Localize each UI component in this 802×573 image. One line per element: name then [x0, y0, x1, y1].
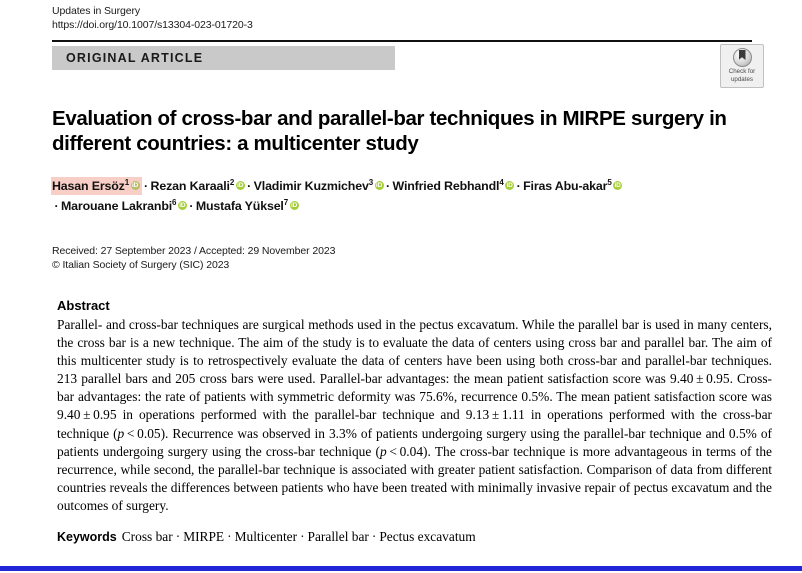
abstract-text-run: < 0.04). The cross-bar technique is more… [57, 443, 773, 513]
orcid-icon[interactable] [177, 201, 187, 210]
abstract-heading: Abstract [57, 298, 110, 313]
keyword-item[interactable]: Pectus excavatum [379, 529, 476, 544]
keyword-item[interactable]: MIRPE [183, 529, 225, 544]
author-name: Hasan Ersöz [52, 179, 125, 193]
orcid-icon[interactable] [130, 181, 140, 190]
abstract-text-run: Parallel- and cross-bar techniques are s… [57, 317, 772, 441]
author-name: Mustafa Yüksel [195, 199, 284, 213]
author-6[interactable]: Marouane Lakranbi6 [60, 197, 187, 213]
author-name: Winfried Rebhandl [392, 179, 500, 193]
author-name: Vladimir Kuzmichev [253, 179, 369, 193]
orcid-icon[interactable] [289, 201, 299, 210]
keyword-separator: · [300, 529, 305, 544]
bookmark-circle-icon [732, 48, 752, 67]
author-3[interactable]: Vladimir Kuzmichev3 [253, 177, 384, 193]
check-for-updates-badge[interactable]: Check for updates [720, 44, 764, 88]
author-name: Rezan Karaali [150, 179, 230, 193]
keyword-item[interactable]: Multicenter [234, 529, 298, 544]
abstract-body: Parallel- and cross-bar techniques are s… [57, 316, 772, 515]
journal-header: Updates in Surgery https://doi.org/10.10… [52, 4, 253, 32]
author-separator: · [386, 179, 391, 193]
received-accepted-line: Received: 27 September 2023 / Accepted: … [52, 245, 336, 257]
publication-dates: Received: 27 September 2023 / Accepted: … [52, 244, 335, 272]
abstract-text-run: p [117, 425, 125, 441]
author-affiliation-marker: 3 [368, 177, 374, 187]
bottom-accent-bar [0, 566, 802, 571]
author-affiliation-marker: 5 [607, 177, 612, 187]
keyword-item[interactable]: Parallel bar [307, 529, 369, 544]
keyword-separator: · [227, 529, 232, 544]
author-affiliation-marker: 2 [229, 177, 235, 187]
author-affiliation-marker: 7 [283, 197, 289, 207]
abstract-text-run: p [380, 443, 387, 459]
orcid-icon[interactable] [235, 181, 245, 190]
author-1[interactable]: Hasan Ersöz1 [51, 177, 142, 195]
abstract-text-run: < 0.05). Recurrence was observed in 3.3%… [57, 425, 772, 459]
keywords-items: Cross bar · MIRPE · Multicenter · Parallel bar… [122, 529, 476, 544]
journal-doi-link[interactable]: https://doi.org/10.1007/s13304-023-01720… [52, 19, 253, 31]
author-separator: · [54, 199, 59, 213]
author-name: Marouane Lakranbi [60, 199, 173, 213]
keywords-label: Keywords [57, 530, 117, 544]
author-affiliation-marker: 4 [499, 177, 504, 187]
article-type-label: ORIGINAL ARTICLE [66, 51, 204, 65]
author-4[interactable]: Winfried Rebhandl4 [392, 177, 515, 193]
author-name: Firas Abu-akar [523, 179, 608, 193]
author-separator: · [189, 199, 194, 213]
journal-name: Updates in Surgery [52, 5, 141, 17]
keyword-separator: · [175, 529, 181, 544]
author-affiliation-marker: 1 [124, 177, 130, 187]
author-5[interactable]: Firas Abu-akar5 [523, 177, 623, 193]
author-separator: · [247, 179, 252, 193]
author-separator: · [516, 179, 521, 193]
author-separator: · [144, 179, 149, 193]
page-title: Evaluation of cross-bar and parallel-bar… [52, 107, 727, 155]
keywords-section: Keywords Cross bar · MIRPE · Multicenter · Para… [57, 528, 772, 546]
updates-line-2: updates [730, 75, 753, 83]
orcid-icon[interactable] [374, 181, 384, 190]
author-affiliation-marker: 6 [172, 197, 177, 207]
author-list: Hasan Ersöz1·Rezan Karaali2·Vladimir Kuz… [51, 176, 752, 216]
updates-line-1: Check for [728, 68, 756, 75]
copyright-line: © Italian Society of Surgery (SIC) 2023 [52, 259, 230, 271]
article-type-bar [52, 46, 395, 70]
author-2[interactable]: Rezan Karaali2 [150, 177, 245, 193]
orcid-icon[interactable] [613, 181, 623, 190]
check-for-updates-text: Check for updates [729, 68, 755, 83]
keyword-item[interactable]: Cross bar [121, 529, 173, 544]
orcid-icon[interactable] [505, 181, 515, 190]
author-7[interactable]: Mustafa Yüksel7 [195, 197, 299, 213]
header-divider-rule [52, 40, 752, 42]
keyword-separator: · [371, 529, 377, 544]
